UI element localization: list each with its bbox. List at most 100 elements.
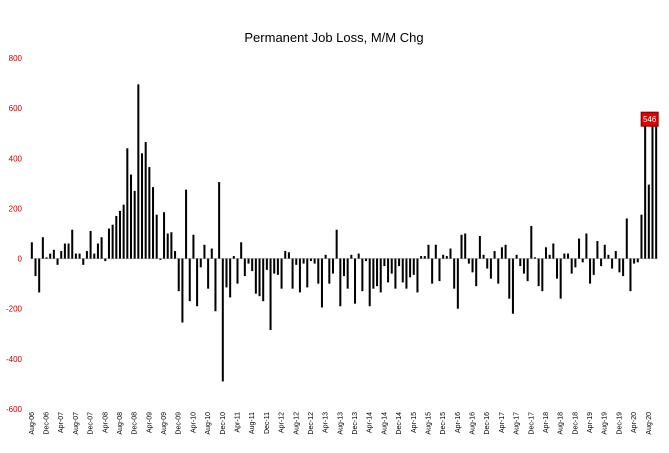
x-tick-label: Apr-19 [587, 412, 594, 433]
y-tick-label: 400 [9, 154, 23, 163]
bar [203, 244, 206, 259]
x-tick-label: Aug-06 [29, 412, 36, 435]
bar [636, 258, 639, 263]
bar [181, 258, 184, 323]
bar [309, 258, 312, 262]
y-tick-label: -200 [6, 305, 23, 314]
x-tick-label: Dec-15 [440, 412, 447, 435]
x-tick-label: Aug-08 [117, 412, 124, 435]
x-tick-label: Apr-07 [58, 412, 65, 433]
x-tick-label: Aug-20 [646, 412, 653, 435]
bar [445, 256, 448, 259]
bar [214, 258, 217, 312]
bar [515, 254, 518, 259]
bar [111, 224, 114, 259]
bar [563, 253, 566, 259]
bar [537, 258, 540, 287]
bar [229, 258, 232, 298]
bar [159, 258, 162, 260]
bar [262, 258, 265, 302]
x-tick-label: Dec-10 [220, 412, 227, 435]
bar [85, 251, 88, 259]
bar [647, 184, 650, 259]
x-tick-label: Apr-12 [279, 412, 286, 433]
bar [398, 258, 401, 267]
bar [651, 113, 654, 259]
bar [596, 241, 599, 259]
bar [107, 228, 110, 259]
bar [71, 229, 74, 259]
bar [412, 258, 415, 275]
x-tick-label: Apr-09 [146, 412, 153, 433]
bar [489, 258, 492, 279]
bar [607, 254, 610, 259]
bar [544, 247, 547, 259]
bar [427, 244, 430, 259]
x-tick-label: Dec-19 [616, 412, 623, 435]
bar [41, 237, 44, 259]
x-tick-label: Aug-16 [470, 412, 477, 435]
bar [38, 258, 41, 293]
bar [254, 258, 257, 294]
bar [89, 230, 92, 259]
bar [232, 256, 235, 259]
bars [30, 84, 658, 382]
bar [486, 258, 489, 269]
bar [339, 258, 342, 307]
bar [174, 251, 177, 259]
bar [376, 258, 379, 287]
bar [453, 258, 456, 289]
bar [317, 258, 320, 284]
bar [552, 243, 555, 259]
bar [622, 258, 625, 277]
bar [144, 141, 147, 259]
x-tick-label: Dec-18 [572, 412, 579, 435]
bar [196, 258, 199, 307]
bar [589, 258, 592, 284]
bar [126, 148, 129, 259]
x-tick-label: Aug-09 [161, 412, 168, 435]
bar [629, 258, 632, 292]
bar [574, 258, 577, 268]
bar [93, 253, 96, 259]
bar [387, 258, 390, 283]
bar [133, 190, 136, 259]
bar [74, 253, 77, 259]
bar [155, 214, 158, 259]
bar [177, 258, 180, 292]
x-tick-label: Aug-18 [558, 412, 565, 435]
bar [456, 258, 459, 309]
y-tick-label: -400 [6, 355, 23, 364]
bar [548, 254, 551, 259]
x-tick-label: Apr-08 [102, 412, 109, 433]
bar [500, 247, 503, 259]
bar [493, 251, 496, 259]
x-tick-label: Aug-15 [425, 412, 432, 435]
bar [265, 258, 268, 270]
bar [420, 256, 423, 259]
y-tick-label: -600 [6, 405, 23, 414]
bar [567, 253, 570, 259]
x-tick-label: Dec-06 [44, 412, 51, 435]
bar [163, 212, 166, 259]
bar [519, 258, 522, 267]
bar [302, 258, 305, 264]
bar [449, 248, 452, 259]
last-value-callout: 546 [640, 111, 659, 127]
bar [56, 258, 59, 265]
x-tick-label: Dec-13 [352, 412, 359, 435]
bar [291, 258, 294, 289]
bar [328, 258, 331, 284]
bar [273, 258, 276, 274]
bar [401, 258, 404, 283]
bar [240, 242, 243, 259]
x-tick-label: Apr-10 [190, 412, 197, 433]
bar [225, 258, 228, 288]
x-tick-label: Aug-14 [381, 412, 388, 435]
x-tick-label: Dec-08 [132, 412, 139, 435]
bar [633, 258, 636, 264]
x-tick-label: Dec-14 [396, 412, 403, 435]
bar [640, 214, 643, 259]
bar [141, 153, 144, 259]
